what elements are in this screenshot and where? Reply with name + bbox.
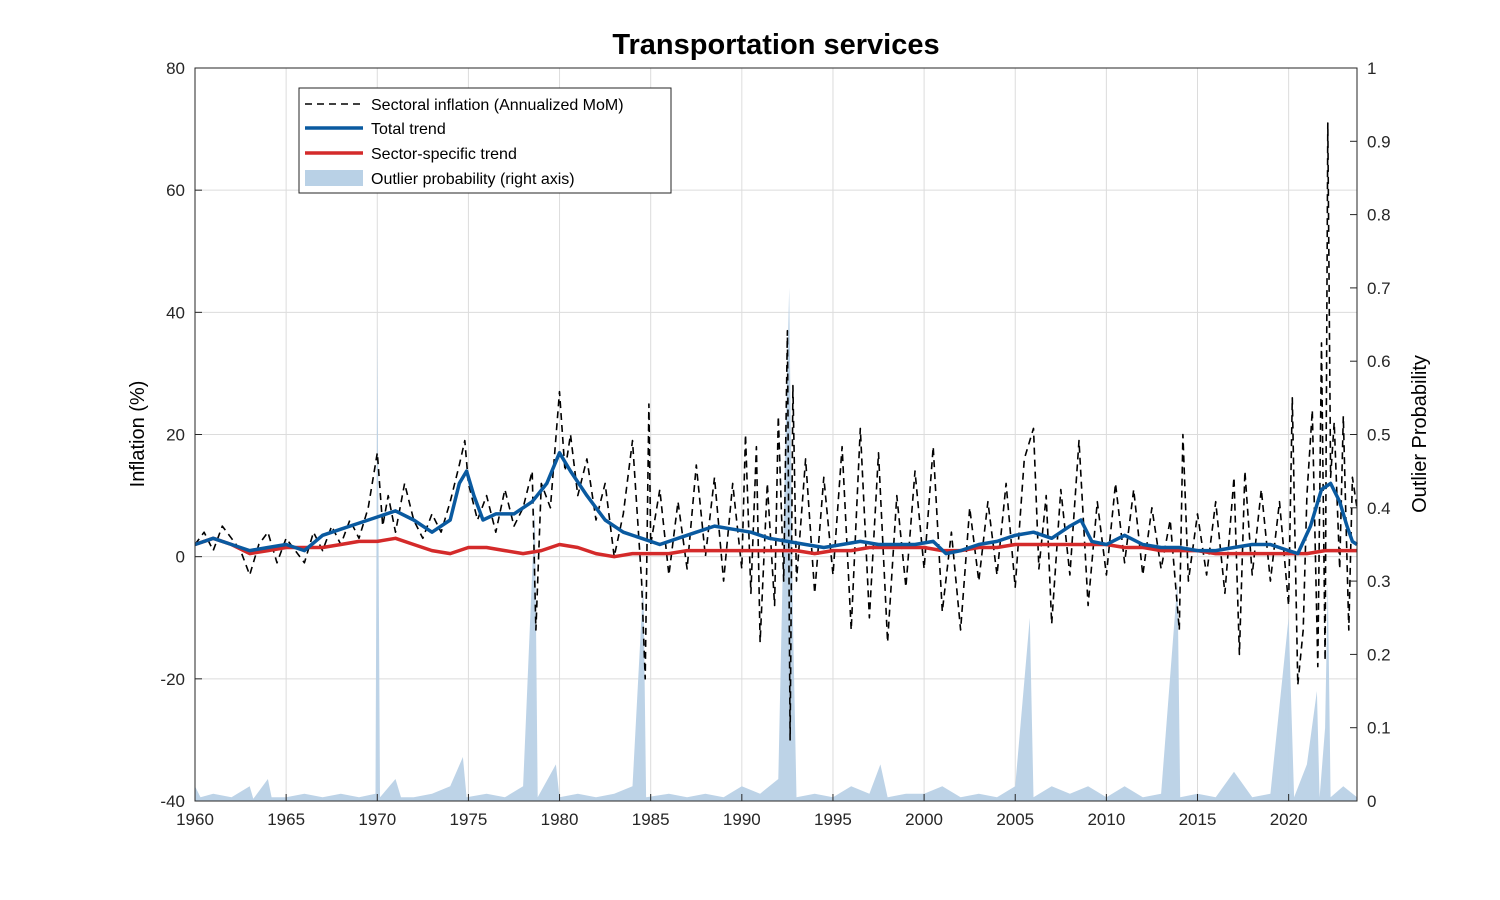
x-tick-label: 2005 <box>996 810 1034 829</box>
chart-title: Transportation services <box>612 29 939 61</box>
legend: Sectoral inflation (Annualized MoM) Tota… <box>298 87 672 194</box>
y2-tick-label: 0.6 <box>1367 352 1391 371</box>
x-tick-label: 1985 <box>632 810 670 829</box>
y-tick-label: 60 <box>166 181 185 200</box>
legend-label-total: Total trend <box>371 121 446 138</box>
x-tick-label: 2000 <box>905 810 943 829</box>
x-tick-label: 1970 <box>358 810 396 829</box>
y2-tick-label: 0.3 <box>1367 572 1391 591</box>
y-tick-label: 20 <box>166 426 185 445</box>
legend-label-sectoral: Sectoral inflation (Annualized MoM) <box>371 97 624 114</box>
series-line-sector <box>194 536 1357 559</box>
x-tick-label: 1960 <box>176 810 214 829</box>
y2-tick-label: 0.1 <box>1367 719 1391 738</box>
x-tick-label: 1990 <box>723 810 761 829</box>
legend-swatch-outlier <box>305 170 363 186</box>
y-tick-label: 80 <box>166 59 185 78</box>
series-line-total <box>194 451 1358 556</box>
x-tick-label: 2015 <box>1179 810 1217 829</box>
y-axis-left: -40 -20 0 20 40 60 80 <box>160 59 202 811</box>
y2-axis-title: Outlier Probability <box>1409 355 1431 513</box>
series-lines-layer <box>194 122 1358 741</box>
x-tick-label: 1980 <box>541 810 579 829</box>
y2-tick-label: 0.2 <box>1367 645 1391 664</box>
x-tick-label: 2020 <box>1270 810 1308 829</box>
x-tick-label: 1995 <box>814 810 852 829</box>
y-tick-label: 40 <box>166 303 185 322</box>
y2-tick-label: 0.8 <box>1367 206 1391 225</box>
y2-tick-label: 0.5 <box>1367 426 1391 445</box>
x-tick-label: 2010 <box>1087 810 1125 829</box>
y-tick-label: 0 <box>176 548 185 567</box>
y-axis-right: 0 0.1 0.2 0.3 0.4 0.5 0.6 0.7 0.8 0.9 1 <box>1350 59 1391 811</box>
y2-tick-label: 1 <box>1367 59 1376 78</box>
y2-tick-label: 0.7 <box>1367 279 1391 298</box>
y2-tick-label: 0 <box>1367 792 1376 811</box>
x-tick-label: 1965 <box>267 810 305 829</box>
y-tick-label: -40 <box>160 792 185 811</box>
y2-tick-label: 0.9 <box>1367 132 1391 151</box>
y-axis-title: Inflation (%) <box>127 381 149 488</box>
x-tick-label: 1975 <box>449 810 487 829</box>
y2-tick-label: 0.4 <box>1367 499 1391 518</box>
legend-label-sector: Sector-specific trend <box>371 146 517 163</box>
y-tick-label: -20 <box>160 670 185 689</box>
legend-label-outlier: Outlier probability (right axis) <box>371 171 575 188</box>
x-axis: 1960 1965 1970 1975 1980 1985 1990 1995 2000 2005… <box>176 794 1308 829</box>
